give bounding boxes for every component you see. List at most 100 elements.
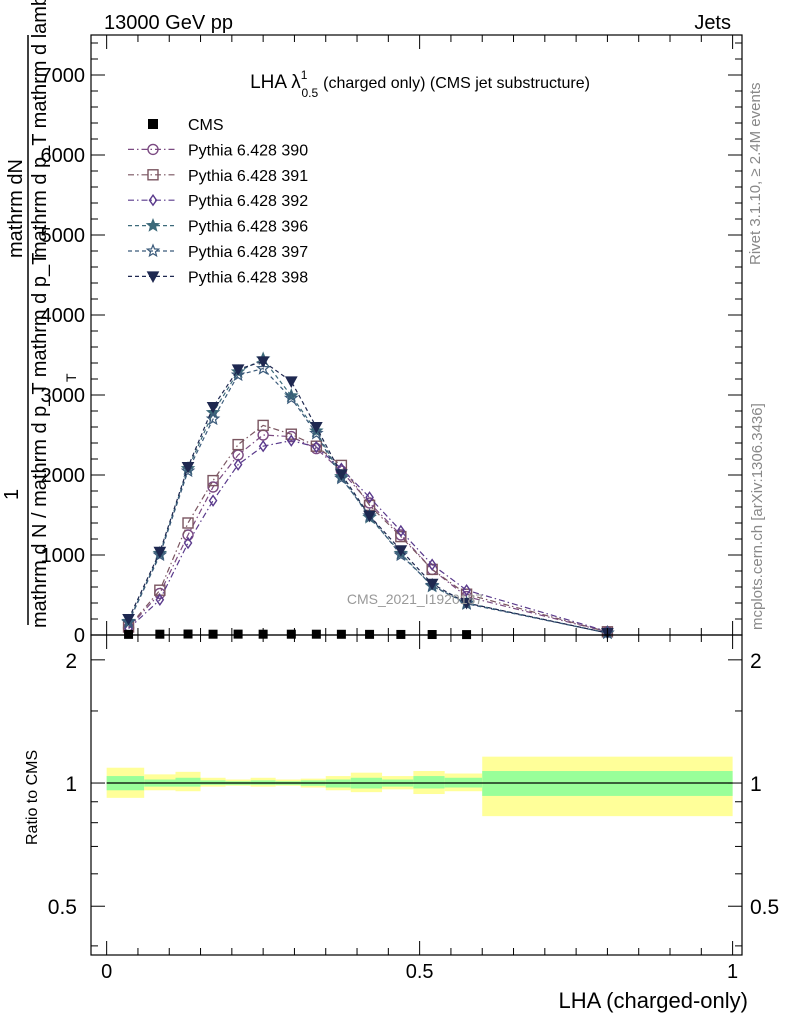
data-point: [336, 629, 346, 639]
ratio-panel-frame: [90, 634, 743, 956]
ratio-plot-content: [106, 756, 733, 817]
legend-label: Pythia 6.428 391: [188, 168, 308, 185]
series-point: [183, 536, 193, 550]
series-point: [207, 474, 219, 487]
series-point: [155, 593, 165, 607]
legend-entry: Pythia 6.428 392: [128, 193, 308, 210]
legend-entry: Pythia 6.428 391: [128, 168, 308, 185]
title-subscript: 0.5: [301, 86, 318, 100]
ratio-y-tick-label-right: 1: [750, 773, 762, 796]
title-main: LHA λ: [250, 72, 301, 93]
series-point: [257, 419, 269, 432]
data-point: [183, 629, 193, 639]
legend-marker: [145, 243, 161, 258]
series-point: [255, 360, 271, 375]
legend-entry: Pythia 6.428 397: [128, 243, 308, 261]
series-point: [311, 440, 321, 454]
legend-label: Pythia 6.428 392: [188, 193, 308, 210]
energy-label: 13000 GeV pp: [104, 12, 233, 34]
x-tick-label: 0: [101, 961, 112, 983]
main-axis-ticks: 0 1000 2000 3000 4000 5000 6000 7000: [41, 35, 742, 647]
ratio-y-tick-label: 2: [65, 650, 77, 673]
legend-label: Pythia 6.428 398: [188, 269, 308, 286]
legend-marker: [145, 217, 161, 232]
y-tick-label: 5000: [41, 225, 86, 247]
y-tick-label: 6000: [41, 145, 86, 167]
ylabel-top: mathrm dN: [5, 159, 27, 258]
series-point: [153, 546, 167, 559]
series-point: [233, 458, 243, 471]
data-point: [365, 629, 375, 639]
series-point: [334, 470, 349, 485]
series-point: [335, 469, 348, 481]
series-line: [128, 367, 608, 634]
legend-marker: [146, 271, 160, 283]
series-point: [256, 356, 270, 368]
process-label: Jets: [694, 12, 731, 34]
series-point: [258, 439, 268, 453]
series-point: [393, 547, 409, 562]
ratio-panel: 0.5 0.5 1 1 2 2 0 0.5 1 Ratio to CMS LHA (charge…: [24, 634, 779, 1013]
main-panel: 0 1000 2000 3000 4000 5000 6000 7000 CMS_2021_I…: [41, 34, 743, 647]
rivet-version-label: Rivet 3.1.10, ≥ 2.4M events: [747, 83, 764, 266]
series-line: [128, 439, 608, 632]
legend-label: Pythia 6.428 397: [188, 244, 308, 261]
legend-entry: Pythia 6.428 398: [128, 269, 308, 286]
y-tick-label: 7000: [41, 65, 86, 87]
uncertainty-band-inner: [413, 776, 445, 789]
watermark: CMS_2021_I1920187: [347, 591, 483, 607]
ylabel-top2: mathrm d p_T mathrm d lambda: [29, 0, 51, 258]
x-tick-label: 0.5: [406, 961, 434, 983]
series-point: [462, 583, 471, 597]
ratio-y-tick-label-right: 0.5: [750, 896, 779, 919]
title-tail: (charged only) (CMS jet substructure): [323, 75, 590, 92]
legend-marker: [148, 193, 158, 207]
svg-text:LHA λ10.5(charged only) (CMS j: LHA λ1 0.5 (charged only) (CMS jet substru…: [250, 68, 590, 100]
series-point: [395, 530, 407, 543]
series-point: [181, 462, 195, 474]
series-point: [284, 376, 298, 388]
main-y-axis-label: mathrm dN mathrm d p_T mathrm d lambda 1…: [1, 0, 79, 628]
series-point: [180, 463, 196, 478]
series-point: [309, 425, 324, 440]
series-point: [207, 481, 219, 493]
series-point: [363, 510, 376, 523]
series-line: [128, 434, 608, 633]
legend-marker: [147, 143, 159, 156]
series-point: [182, 517, 194, 529]
series-point: [310, 422, 323, 434]
ylabel-numerator: 1: [1, 489, 23, 500]
series-point: [230, 367, 246, 382]
legend-entry: Pythia 6.428 396: [128, 217, 308, 236]
series-point: [394, 545, 408, 557]
data-point: [124, 629, 134, 639]
plot-title: LHA λ1 0.5 (charged only) (CMS jet substru…: [250, 68, 590, 100]
legend-label: Pythia 6.428 396: [188, 219, 308, 236]
series-point: [231, 364, 245, 376]
series-line: [128, 424, 608, 633]
ratio-y-tick-label: 0.5: [48, 896, 77, 919]
ratio-y-tick-label: 1: [65, 773, 77, 796]
series-point: [122, 614, 135, 626]
data-point: [155, 629, 165, 639]
series-point: [425, 578, 439, 591]
title-superscript: 1: [301, 68, 308, 82]
series-point: [460, 598, 473, 610]
ratio-y-tick-label-right: 2: [750, 650, 762, 673]
y-tick-label: 2000: [41, 465, 86, 487]
legend-entry: CMS: [148, 117, 224, 134]
mcplots-label: mcplots.cern.ch [arXiv:1306.3436]: [749, 403, 766, 630]
data-point: [233, 629, 243, 639]
legend-label: Pythia 6.428 390: [188, 142, 308, 159]
series-point: [427, 558, 437, 571]
data-point: [208, 629, 218, 639]
legend-marker: [147, 169, 159, 181]
y-tick-label: 4000: [41, 305, 86, 327]
y-tick-label: 3000: [41, 385, 86, 407]
ylabel-subscript: T: [63, 373, 79, 382]
series-point: [284, 390, 299, 405]
ratio-axis-ticks: 0.5 0.5 1 1 2 2 0 0.5 1: [48, 635, 779, 983]
series-point: [365, 491, 374, 504]
y-tick-label: 1000: [41, 545, 86, 567]
